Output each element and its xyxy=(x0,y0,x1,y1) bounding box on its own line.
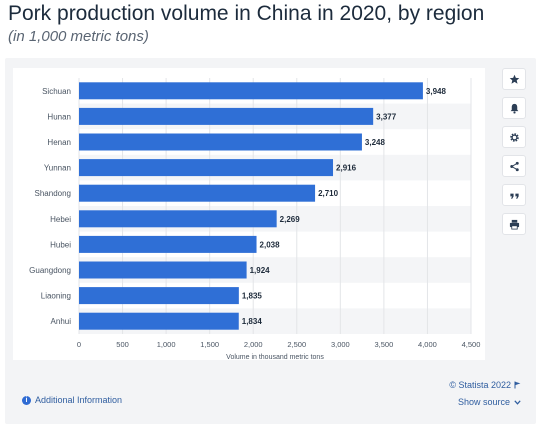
chart-card: Sichuan 3,948 Hunan 3,377 Henan 3,248 Yunnan 2,… xyxy=(13,68,485,360)
data-label: 2,916 xyxy=(336,164,357,173)
data-label: 3,377 xyxy=(376,112,397,121)
favorite-button[interactable] xyxy=(502,68,526,90)
data-label: 2,710 xyxy=(318,189,339,198)
x-tick-label: 4,500 xyxy=(462,340,481,349)
info-label: Additional Information xyxy=(35,395,123,405)
info-icon: i xyxy=(22,395,31,405)
x-tick-label: 3,000 xyxy=(331,340,350,349)
print-icon xyxy=(509,219,519,229)
category-label: Shandong xyxy=(35,189,71,198)
x-axis-title: Volume in thousand metric tons xyxy=(226,354,324,360)
category-label: Sichuan xyxy=(42,87,71,96)
flag-icon xyxy=(514,381,521,389)
gear-icon xyxy=(509,132,519,142)
bar-hunan xyxy=(79,107,374,125)
credit-label: © Statista 2022 xyxy=(449,380,511,390)
bar-hebei xyxy=(79,210,277,228)
print-button[interactable] xyxy=(502,213,526,235)
bell-icon xyxy=(510,103,518,114)
category-label: Guangdong xyxy=(29,266,71,275)
category-label: Hebei xyxy=(50,215,71,224)
star-icon xyxy=(509,74,519,84)
bar-liaoning xyxy=(79,287,239,305)
x-tick-label: 1,000 xyxy=(157,340,176,349)
statista-credit[interactable]: © Statista 2022 xyxy=(449,380,521,390)
notification-button[interactable] xyxy=(502,97,526,119)
source-label: Show source xyxy=(457,397,510,407)
data-label: 3,248 xyxy=(365,138,386,147)
bar-shandong xyxy=(79,184,316,202)
x-tick-label: 500 xyxy=(116,340,129,349)
show-source-link[interactable]: Show source xyxy=(458,397,521,407)
settings-button[interactable] xyxy=(502,126,526,148)
chevron-down-icon xyxy=(514,399,521,405)
category-label: Hubei xyxy=(50,240,71,249)
bar-hubei xyxy=(79,235,257,253)
chart-subtitle: (in 1,000 metric tons) xyxy=(8,28,149,45)
x-tick-label: 2,000 xyxy=(244,340,263,349)
category-label: Hunan xyxy=(47,112,71,121)
category-label: Henan xyxy=(47,138,71,147)
x-tick-label: 3,500 xyxy=(374,340,393,349)
category-label: Liaoning xyxy=(41,292,71,301)
x-tick-label: 1,500 xyxy=(200,340,219,349)
bar-yunnan xyxy=(79,159,334,177)
data-label: 1,835 xyxy=(242,292,263,301)
bar-chart: Sichuan 3,948 Hunan 3,377 Henan 3,248 Yunnan 2,… xyxy=(29,78,481,360)
category-label: Anhui xyxy=(51,317,72,326)
x-tick-label: 0 xyxy=(77,340,81,349)
bar-henan xyxy=(79,133,362,151)
bar-anhui xyxy=(79,312,239,330)
chart-title: Pork production volume in China in 2020,… xyxy=(8,2,485,25)
share-button[interactable] xyxy=(502,155,526,177)
x-tick-label: 4,000 xyxy=(418,340,437,349)
data-label: 1,924 xyxy=(250,266,271,275)
x-tick-label: 2,500 xyxy=(287,340,306,349)
data-label: 2,269 xyxy=(280,215,301,224)
data-label: 3,948 xyxy=(426,87,447,96)
category-label: Yunnan xyxy=(44,164,71,173)
quote-icon xyxy=(509,193,519,199)
cite-button[interactable] xyxy=(502,184,526,206)
additional-information-link[interactable]: i Additional Information xyxy=(22,395,122,405)
bar-guangdong xyxy=(79,261,247,279)
data-label: 1,834 xyxy=(242,317,263,326)
data-label: 2,038 xyxy=(260,240,281,249)
bar-sichuan xyxy=(79,82,423,100)
share-icon xyxy=(509,161,519,171)
